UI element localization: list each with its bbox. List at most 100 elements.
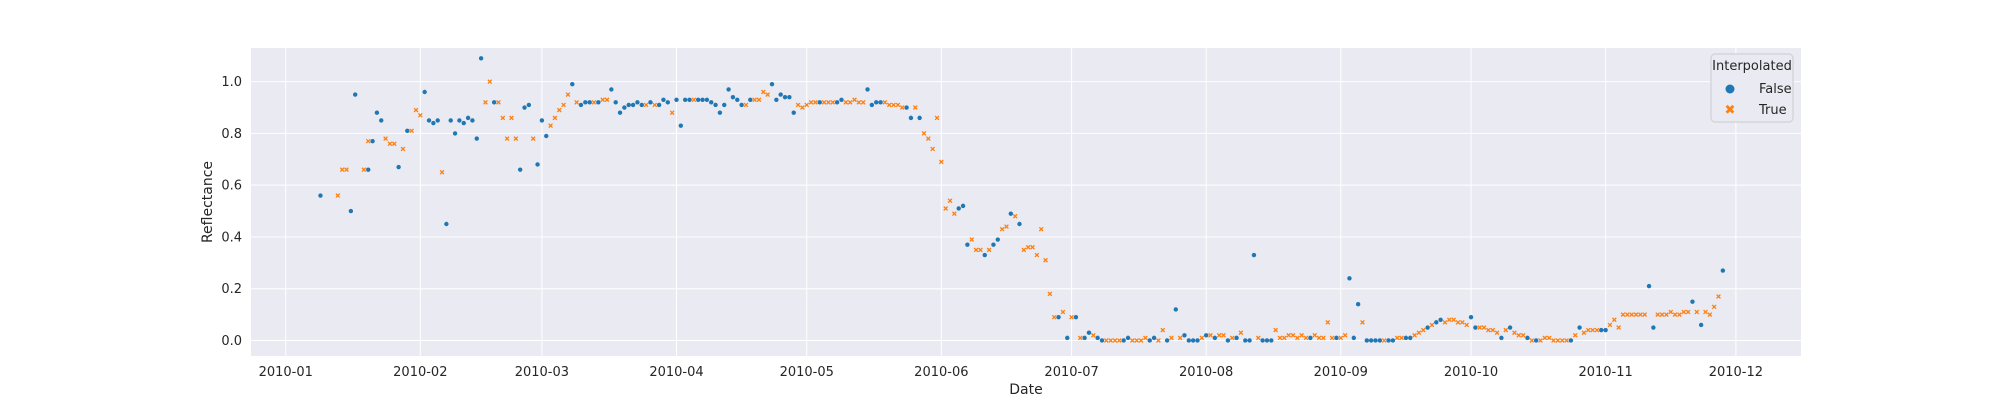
data-point-true-stroke [691,97,697,103]
data-point-true-stroke [391,141,397,147]
data-point-true-stroke [509,115,514,121]
data-point-false [318,193,323,198]
data-point-true-stroke [1446,317,1452,323]
data-point-false [1364,338,1370,343]
data-point-true-stroke [1303,335,1309,341]
data-point-false [1533,338,1539,343]
data-point-true [1342,332,1348,338]
data-point-true-stroke [1616,325,1622,330]
data-point-true [1199,335,1205,341]
data-point-false [1121,338,1126,343]
x-tick-label: 2010-08 [1179,365,1233,380]
data-point-true-stroke [1455,319,1461,325]
data-point-true [1716,294,1721,299]
data-point-true-stroke [852,97,857,103]
data-point-true-stroke [938,159,944,165]
data-point-true [1216,332,1222,338]
data-point-true-stroke [1429,322,1435,328]
data-point-false [465,115,471,121]
data-point-true [1169,335,1174,341]
data-point-true [1038,226,1044,232]
data-point-true [1273,327,1279,333]
data-point-true [1681,309,1687,315]
data-point-true-stroke [1490,327,1496,333]
data-point-true [1559,338,1565,343]
data-point-true [513,136,519,141]
data-point-true-stroke [1486,327,1491,333]
data-point-true-stroke [1703,309,1708,315]
data-point-true [1546,335,1552,341]
x-tick-label: 2010-01 [259,365,313,380]
data-point-true-stroke [439,169,445,175]
data-point-true-stroke [1477,325,1483,330]
data-point-true [978,247,983,253]
data-point-true-stroke [752,97,758,103]
data-point-true-stroke [1077,335,1083,341]
data-point-true-stroke [1043,257,1048,263]
data-point-true-stroke [1520,332,1526,338]
data-point-false [1473,325,1478,330]
data-point-false [626,102,631,108]
data-point-true [895,102,901,108]
data-point-false [431,120,436,126]
data-point-true-stroke [1559,338,1565,343]
data-point-true [1442,319,1448,325]
data-point-true-stroke [565,92,571,97]
data-point-true [1572,332,1578,338]
y-axis-ticks: 0.0 0.2 0.4 0.6 0.8 1.0 [221,75,242,349]
data-point-true [1633,312,1639,317]
data-point-true [1516,332,1522,338]
data-point-true-stroke [604,97,610,103]
data-point-true-stroke [999,226,1005,232]
data-point-true-stroke [1716,294,1721,299]
data-point-true [1160,327,1166,333]
data-point-false [817,100,822,105]
data-point-true-stroke [1360,319,1365,325]
data-point-true [548,123,553,129]
data-point-true [1703,309,1708,315]
data-point-false [1499,335,1504,341]
data-point-true [691,97,697,103]
data-point-false [695,97,701,102]
data-point-true-stroke [574,99,579,105]
data-point-false [730,94,736,100]
data-point-true-stroke [1238,330,1244,336]
data-point-true-stroke [921,131,927,136]
data-point-true [1446,317,1452,323]
data-point-true-stroke [1681,309,1687,315]
data-point-true [891,102,896,108]
data-point-true-stroke [1060,309,1066,315]
data-point-true-stroke [1585,327,1591,333]
data-point-true [1629,312,1635,317]
data-point-true [561,102,566,108]
data-point-true [899,105,905,110]
data-point-true-stroke [1481,325,1487,330]
x-tick-label: 2010-04 [649,365,703,380]
data-point-true [1012,213,1018,219]
data-point-true [1277,335,1283,341]
data-point-true [591,99,597,105]
data-point-true-stroke [1611,317,1617,323]
data-point-true [1381,338,1387,343]
data-point-true [1429,322,1435,328]
data-point-true [743,102,749,108]
data-point-true [556,107,562,113]
data-point-true [952,211,957,217]
data-point-true [1594,327,1600,333]
data-point-true [886,102,892,108]
data-point-true [1208,332,1213,338]
data-point-false [1355,302,1361,307]
data-point-true-stroke [943,206,949,211]
data-point-false [635,100,640,105]
x-axis-ticks: 2010-01 2010-02 2010-03 2010-04 2010-05 2010-… [259,365,1763,380]
data-point-true-stroke [1633,312,1639,317]
data-point-false [982,252,987,258]
data-point-true [947,198,953,204]
data-point-true [1290,332,1296,338]
data-point-true [1103,338,1109,343]
data-point-false [1151,335,1157,341]
data-point-true-stroke [483,99,488,105]
data-point-false [704,97,710,102]
data-point-true [1047,291,1053,297]
data-point-false [682,97,688,102]
